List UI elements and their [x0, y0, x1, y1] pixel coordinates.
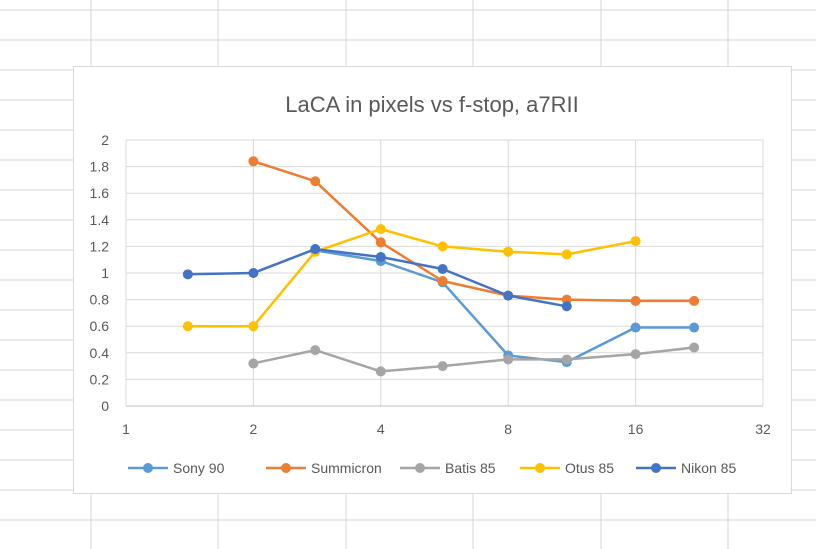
data-point[interactable] [630, 322, 641, 333]
data-point[interactable] [248, 321, 259, 332]
y-tick-label: 1.8 [90, 159, 110, 175]
data-point[interactable] [248, 156, 259, 167]
legend-label: Otus 85 [565, 460, 614, 476]
series-nikon-85[interactable] [182, 244, 572, 312]
legend-item[interactable]: Otus 85 [520, 460, 614, 476]
series-summicron[interactable] [248, 156, 700, 306]
data-point[interactable] [310, 176, 321, 187]
x-tick-label: 4 [377, 421, 385, 437]
legend-item[interactable]: Batis 85 [400, 460, 496, 476]
legend-marker [651, 463, 661, 473]
y-tick-label: 0.2 [90, 371, 110, 387]
data-point[interactable] [437, 264, 448, 275]
chart-container[interactable]: LaCA in pixels vs f-stop, a7RII 0 0.2 0.4 0… [73, 66, 792, 494]
legend-item[interactable]: Nikon 85 [636, 460, 736, 476]
x-tick-label: 2 [250, 421, 258, 437]
data-point[interactable] [561, 249, 572, 260]
chart-title: LaCA in pixels vs f-stop, a7RII [285, 92, 578, 117]
x-tick-label: 32 [755, 421, 771, 437]
y-tick-label: 1.4 [90, 212, 110, 228]
data-point[interactable] [503, 354, 514, 365]
data-point[interactable] [248, 358, 259, 369]
data-point[interactable] [503, 246, 514, 257]
legend-item[interactable]: Summicron [266, 460, 382, 476]
data-point[interactable] [182, 321, 193, 332]
x-tick-label: 1 [122, 421, 130, 437]
x-tick-label: 16 [628, 421, 644, 437]
legend-marker [281, 463, 291, 473]
series-line [315, 249, 695, 364]
data-point[interactable] [503, 290, 514, 301]
y-tick-label: 1.2 [90, 238, 110, 254]
data-point[interactable] [630, 349, 641, 360]
line-chart: LaCA in pixels vs f-stop, a7RII 00.20.40… [90, 92, 771, 476]
y-tick-label: 2 [101, 132, 109, 148]
y-tick-label: 0.6 [90, 318, 110, 334]
series-otus-85[interactable] [182, 224, 641, 332]
legend-marker [143, 463, 153, 473]
data-point[interactable] [310, 244, 321, 255]
data-point[interactable] [437, 361, 448, 372]
legend-item[interactable]: Sony 90 [128, 460, 225, 476]
data-point[interactable] [561, 301, 572, 312]
y-tick-label: 0.8 [90, 292, 110, 308]
data-point[interactable] [375, 366, 386, 377]
data-point[interactable] [375, 224, 386, 235]
series-sony-90[interactable] [310, 245, 700, 368]
data-point[interactable] [630, 295, 641, 306]
x-tick-label: 8 [504, 421, 512, 437]
y-tick-label: 1 [101, 265, 109, 281]
data-point[interactable] [375, 252, 386, 263]
y-tick-label: 0 [101, 398, 109, 414]
legend-label: Sony 90 [173, 460, 225, 476]
axes: 0 0.2 0.4 0.6 0.8 1 1.2 1.4 1.6 1.8 2 1 2 4 8 16 32 [90, 132, 771, 437]
legend-marker [535, 463, 545, 473]
data-point[interactable] [630, 236, 641, 247]
data-point[interactable] [689, 322, 700, 333]
data-point[interactable] [561, 354, 572, 365]
data-point[interactable] [310, 345, 321, 356]
series-line [187, 227, 636, 328]
data-point[interactable] [437, 241, 448, 252]
data-point[interactable] [248, 268, 259, 278]
legend: Sony 90 Summicron Batis 85 Otus 85 Nikon 85 [128, 460, 736, 476]
data-point[interactable] [689, 295, 700, 306]
data-point[interactable] [375, 237, 386, 248]
series-lines [182, 156, 700, 377]
legend-label: Batis 85 [445, 460, 496, 476]
legend-label: Nikon 85 [681, 460, 736, 476]
data-point[interactable] [437, 275, 448, 286]
y-tick-label: 0.4 [90, 345, 110, 361]
data-point[interactable] [182, 269, 193, 280]
series-line [253, 346, 695, 373]
legend-marker [415, 463, 425, 473]
series-line [253, 160, 695, 303]
series-batis-85[interactable] [248, 342, 700, 377]
data-point[interactable] [689, 342, 700, 353]
y-tick-label: 1.6 [90, 185, 110, 201]
legend-label: Summicron [311, 460, 382, 476]
